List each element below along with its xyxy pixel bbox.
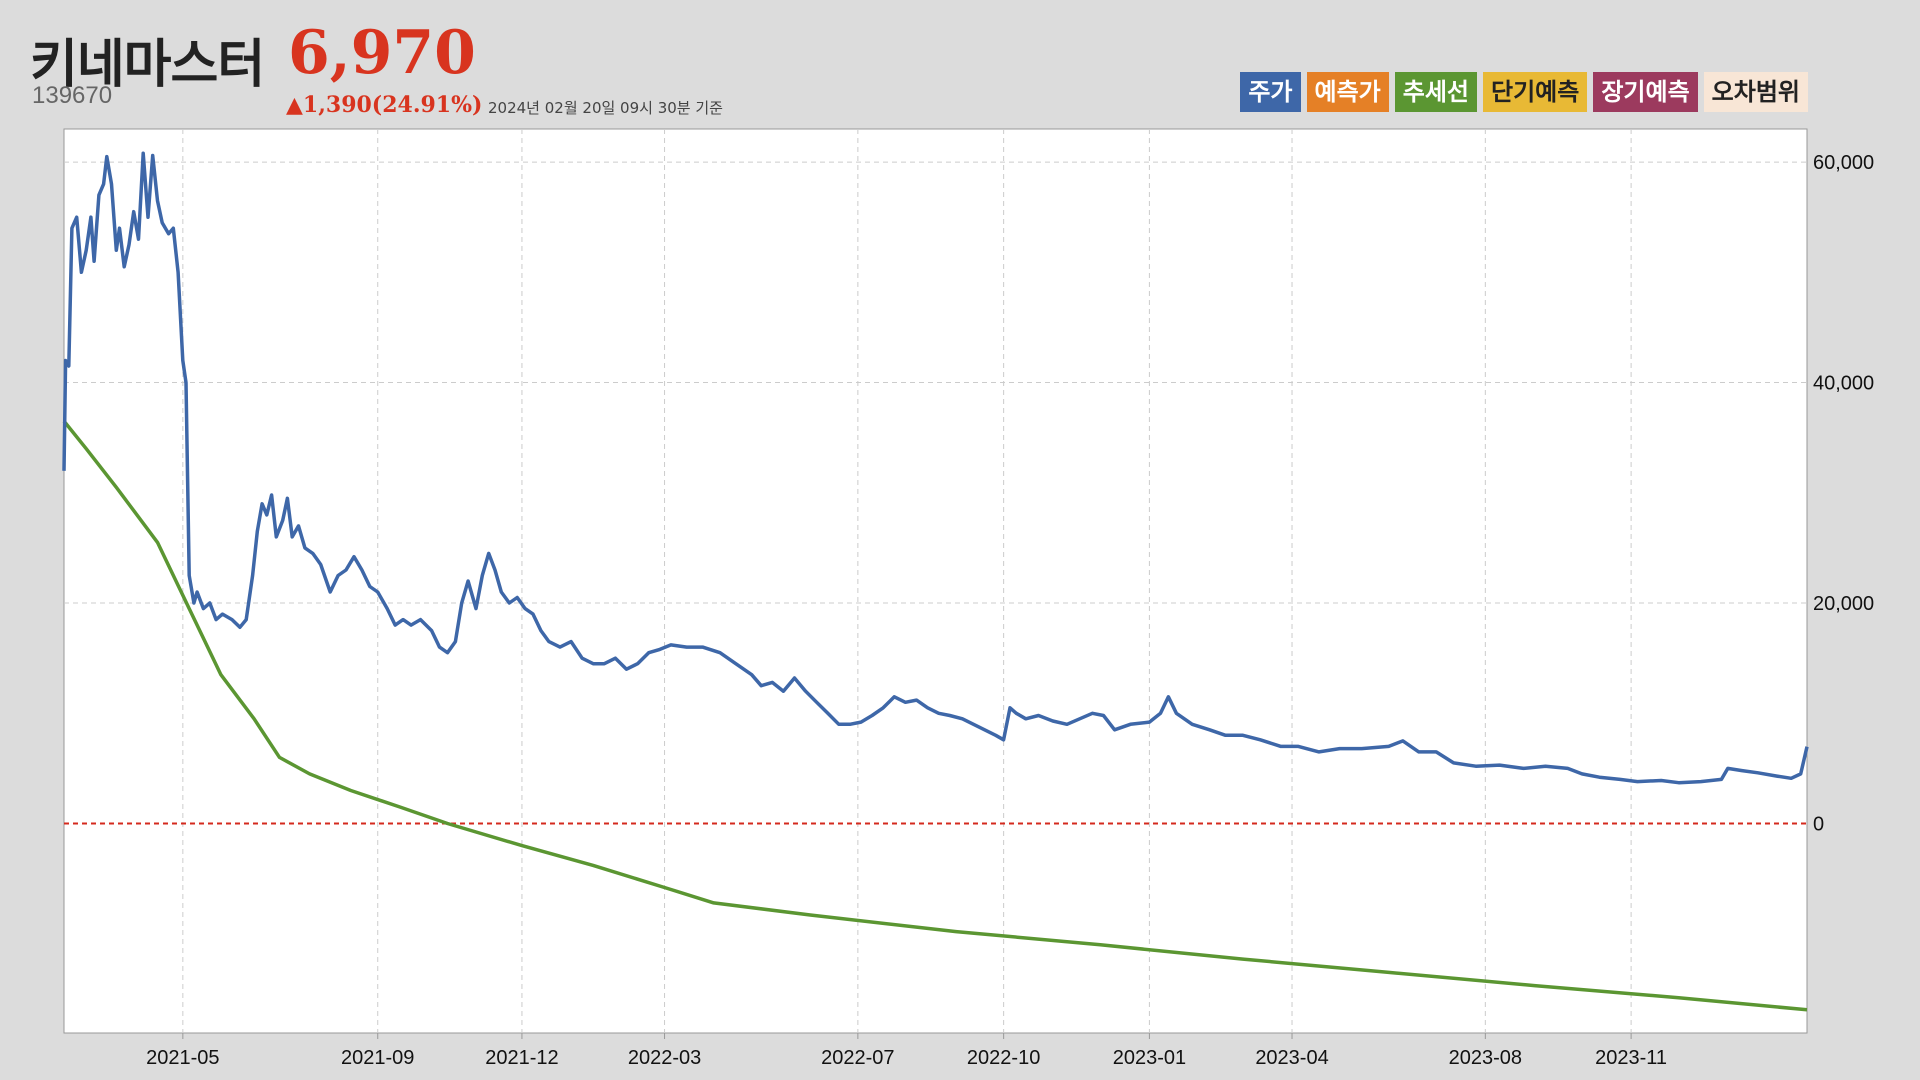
legend-item-price[interactable]: 주가 [1240,72,1301,112]
price-series-line [62,151,1809,785]
legend: 주가 예측가 추세선 단기예측 장기예측 오차범위 [1240,72,1808,112]
y-axis: 0 20,000 40,000 60,000 [1813,152,1874,835]
x-tick-label: 2023-08 [1449,1047,1522,1069]
legend-item-long-term-forecast[interactable]: 장기예측 [1593,72,1698,112]
trendline-series-line [62,420,1808,1012]
stock-code: 139670 [32,82,113,109]
legend-item-forecast[interactable]: 예측가 [1306,72,1389,112]
y-tick-label: 0 [1813,814,1824,836]
x-tick-label: 2023-11 [1595,1047,1667,1069]
as-of-date: 2024년 02월 20일 09시 30분 기준 [488,99,723,117]
y-tick-label: 40,000 [1813,373,1874,395]
y-tick-label: 20,000 [1813,593,1874,615]
legend-item-trendline[interactable]: 추세선 [1394,72,1478,112]
x-tick-label: 2022-03 [628,1047,701,1069]
x-axis: 2021-05 2021-09 2021-12 2022-03 2022-07 2022-… [146,1033,1667,1069]
x-tick-label: 2023-04 [1255,1047,1328,1069]
y-tick-label: 60,000 [1813,152,1874,174]
plot-area [63,128,1808,1034]
legend-item-short-term-forecast[interactable]: 단기예측 [1483,72,1588,112]
x-tick-label: 2022-07 [821,1047,894,1069]
x-tick-label: 2023-01 [1113,1047,1186,1069]
legend-item-error-range[interactable]: 오차범위 [1703,72,1808,112]
x-tick-label: 2021-09 [341,1047,414,1069]
x-tick-label: 2021-12 [485,1047,558,1069]
stock-price: 6,970 [288,18,476,88]
x-tick-label: 2021-05 [146,1047,219,1069]
series-layer [62,151,1809,1012]
price-change: ▲1,390(24.91%) [286,92,483,118]
x-tick-label: 2022-10 [967,1047,1040,1069]
stock-name: 키네마스터 [30,35,265,95]
grid [64,129,1807,1033]
